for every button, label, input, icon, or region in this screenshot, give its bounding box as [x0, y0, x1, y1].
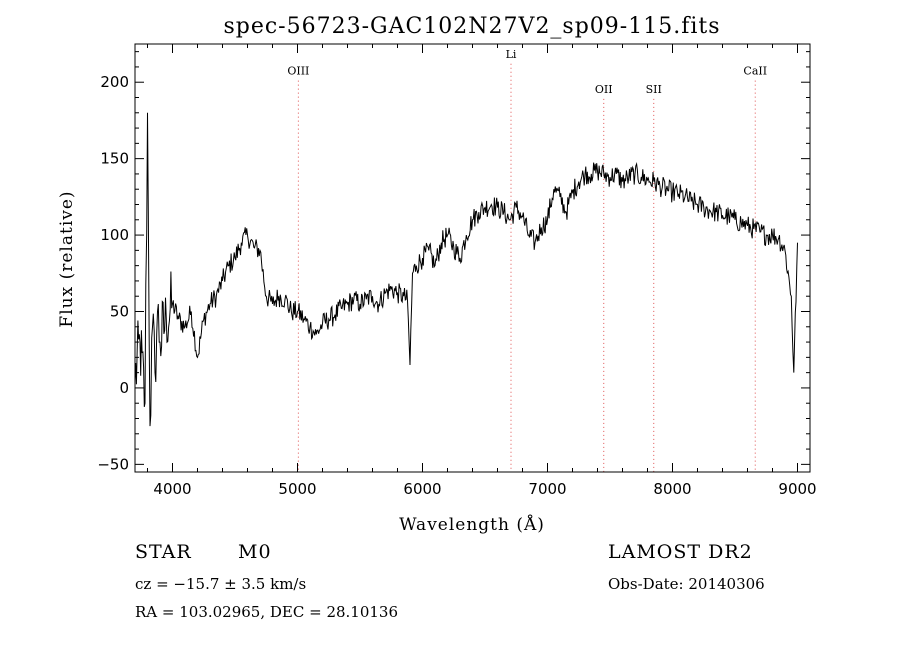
line-label-oiii: OIII — [287, 65, 309, 78]
y-tick-label: −50 — [97, 455, 129, 473]
y-tick-label: 50 — [110, 303, 129, 321]
x-tick-label: 6000 — [403, 480, 441, 498]
redshift-label: cz = −15.7 ± 3.5 km/s — [135, 575, 307, 593]
line-label-sii: SII — [646, 83, 662, 96]
x-tick-label: 5000 — [278, 480, 316, 498]
x-tick-label: 4000 — [153, 480, 191, 498]
y-tick-label: 150 — [100, 150, 129, 168]
line-label-caii: CaII — [743, 65, 767, 78]
survey-label: LAMOST DR2 — [608, 541, 753, 563]
coordinates-label: RA = 103.02965, DEC = 28.10136 — [135, 603, 399, 621]
line-label-li: Li — [506, 48, 517, 61]
observation-date: Obs-Date: 20140306 — [608, 575, 765, 593]
object-subclass: M0 — [238, 541, 272, 563]
y-axis-label: Flux (relative) — [57, 190, 77, 327]
x-tick-label: 7000 — [528, 480, 566, 498]
chart-title: spec-56723-GAC102N27V2_sp09-115.fits — [223, 14, 720, 39]
spectral-line-markers: OIII Li OII SII CaII — [287, 48, 767, 472]
line-label-oii: OII — [595, 83, 613, 96]
axes: 4000 5000 6000 7000 8000 9000 −50 0 50 100 150 200 — [97, 44, 817, 498]
x-tick-label: 9000 — [778, 480, 816, 498]
y-tick-label: 200 — [100, 73, 129, 91]
x-axis-label: Wavelength (Å) — [399, 514, 545, 535]
y-tick-label: 0 — [119, 379, 129, 397]
object-class: STAR — [135, 541, 192, 563]
y-tick-label: 100 — [100, 226, 129, 244]
spectrum-line — [134, 112, 798, 427]
x-tick-label: 8000 — [653, 480, 691, 498]
